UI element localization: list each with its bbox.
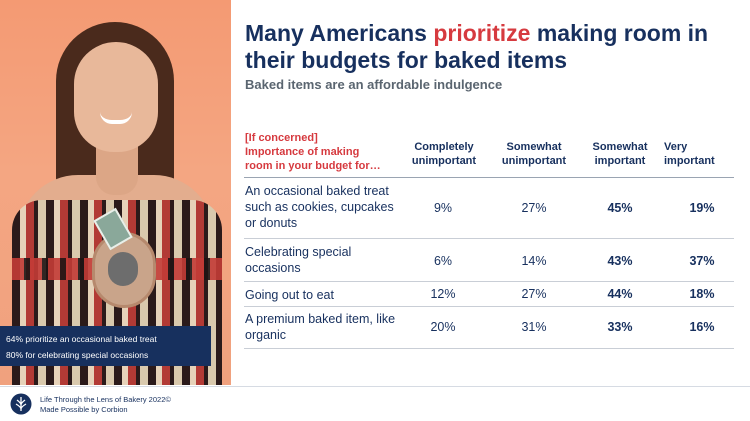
row-label-occasional-treat: An occasional baked treat such as cookie… <box>245 184 394 230</box>
callout-line-2: 80% for celebrating special occasions <box>6 350 149 360</box>
header-line-2: unimportant <box>501 155 567 167</box>
row-separator <box>244 306 734 307</box>
wheat-logo-icon <box>10 393 32 415</box>
header-line-1: Very <box>664 141 688 153</box>
header-line-2: important <box>664 155 715 167</box>
question-line-2: Importance of making <box>245 146 360 158</box>
header-line-1: Somewhat <box>592 141 648 153</box>
footer-text: Life Through the Lens of Bakery 2022© Ma… <box>40 395 171 415</box>
header-line-2: important <box>594 155 646 167</box>
stat-callout: 64% prioritize an occasional baked treat… <box>0 326 211 366</box>
question-line-1: [If concerned] <box>245 132 318 144</box>
table-cell: 37% <box>689 254 715 268</box>
row-label-going-out: Going out to eat <box>245 288 334 302</box>
title-part-2: making room in their budgets for baked i… <box>245 20 709 73</box>
header-completely-unimportant: Completely unimportant <box>405 140 483 168</box>
row-label-premium-item: A premium baked item, like organic <box>245 312 396 342</box>
header-line-2: unimportant <box>411 155 477 167</box>
row-separator <box>244 348 734 349</box>
table-question: [If concerned] Importance of making room… <box>245 131 405 173</box>
table-cell: 33% <box>607 320 633 334</box>
table-cell: 19% <box>689 201 715 215</box>
table-cell: 43% <box>607 254 633 268</box>
row-separator <box>244 281 734 282</box>
table-cell: 12% <box>430 287 456 301</box>
photo-smile <box>100 112 132 124</box>
table-cell: 27% <box>521 287 547 301</box>
footer-divider <box>0 386 750 387</box>
table-cell: 18% <box>689 287 715 301</box>
question-line-3: room in your budget for… <box>245 160 381 172</box>
table-cell: 27% <box>521 201 547 215</box>
table-cell: 20% <box>430 320 456 334</box>
footer-line-1: Life Through the Lens of Bakery 2022© <box>40 395 171 404</box>
hero-photo <box>0 0 231 385</box>
row-separator <box>244 238 734 239</box>
photo-face <box>74 42 158 152</box>
footer-line-2: Made Possible by Corbion <box>40 405 128 414</box>
photo-neck <box>96 145 138 195</box>
row-label-special-occasions: Celebrating special occasions <box>245 245 352 275</box>
table-cell: 6% <box>433 254 453 268</box>
table-cell: 31% <box>521 320 547 334</box>
header-line-1: Completely <box>414 141 474 153</box>
table-cell: 16% <box>689 320 715 334</box>
header-separator <box>244 177 734 178</box>
table-cell: 44% <box>607 287 633 301</box>
title-highlight: prioritize <box>433 20 531 46</box>
table-cell: 14% <box>521 254 547 268</box>
header-very-important: Very important <box>664 140 736 168</box>
header-somewhat-unimportant: Somewhat unimportant <box>494 140 574 168</box>
title-part-1: Many Americans <box>245 20 434 46</box>
slide-subtitle: Baked items are an affordable indulgence <box>245 77 503 92</box>
table-cell: 45% <box>607 201 633 215</box>
callout-line-1: 64% prioritize an occasional baked treat <box>6 334 157 344</box>
slide-title: Many Americans prioritize making room in… <box>245 20 740 74</box>
header-somewhat-important: Somewhat important <box>584 140 656 168</box>
header-line-1: Somewhat <box>506 141 562 153</box>
piggy-bank-hole <box>108 252 138 286</box>
table-cell: 9% <box>433 201 453 215</box>
